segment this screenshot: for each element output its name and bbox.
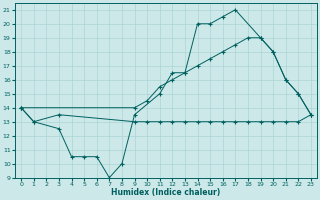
X-axis label: Humidex (Indice chaleur): Humidex (Indice chaleur) bbox=[111, 188, 221, 197]
